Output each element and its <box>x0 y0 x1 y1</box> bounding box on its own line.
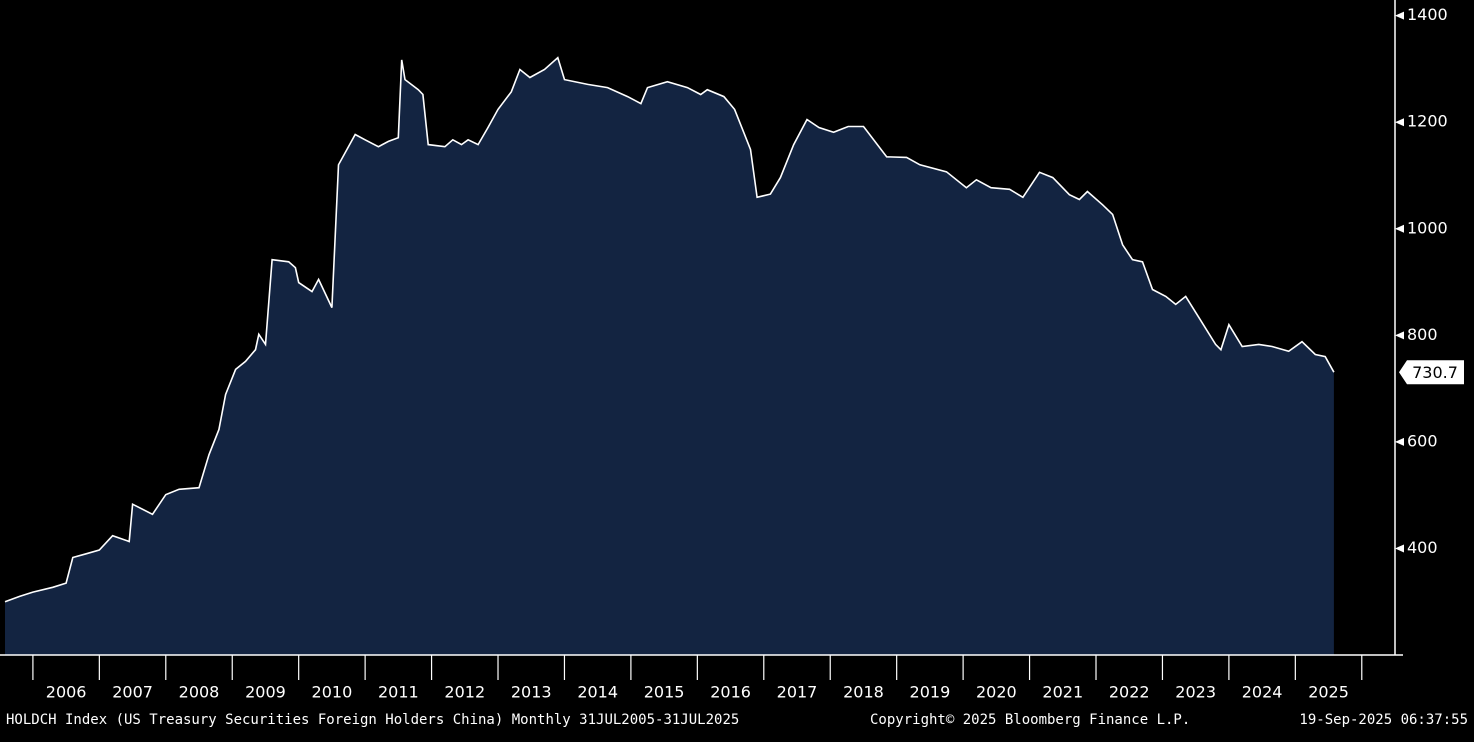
x-tick-label: 2025 <box>1308 683 1349 702</box>
x-tick-label: 2018 <box>843 683 884 702</box>
x-tick-label: 2011 <box>378 683 419 702</box>
last-value-tag <box>1399 360 1464 385</box>
y-tick <box>1395 331 1404 340</box>
y-tick-label: 600 <box>1407 431 1438 450</box>
y-tick <box>1395 224 1404 233</box>
x-tick-label: 2015 <box>644 683 685 702</box>
x-tick-label: 2020 <box>976 683 1017 702</box>
y-tick-label: 800 <box>1407 325 1438 344</box>
x-tick-label: 2012 <box>444 683 485 702</box>
x-tick-label: 2017 <box>777 683 818 702</box>
x-tick-label: 2021 <box>1042 683 1083 702</box>
area <box>5 57 1334 655</box>
y-tick-label: 1200 <box>1407 112 1448 131</box>
x-tick-label: 2007 <box>112 683 153 702</box>
x-tick-label: 2009 <box>245 683 286 702</box>
line <box>4 56 1335 603</box>
x-tick-label: 2010 <box>312 683 353 702</box>
x-tick-label: 2016 <box>710 683 751 702</box>
y-tick <box>1395 118 1404 127</box>
x-tick-label: 2013 <box>511 683 552 702</box>
source: HOLDCH Index (US Treasury Securities For… <box>6 712 739 728</box>
x-tick-label: 2006 <box>46 683 87 702</box>
x-tick-label: 2024 <box>1242 683 1283 702</box>
y-tick-label: 1000 <box>1407 218 1448 237</box>
x-tick-label: 2008 <box>179 683 220 702</box>
last-value-label: 730.7 <box>1412 363 1458 382</box>
x-tick-label: 2023 <box>1175 683 1216 702</box>
x-tick-label: 2014 <box>577 683 618 702</box>
timestamp: 19-Sep-2025 06:37:55 <box>1299 712 1468 728</box>
y-tick <box>1395 437 1404 446</box>
x-tick-label: 2019 <box>910 683 951 702</box>
y-tick-label: 1400 <box>1407 5 1448 24</box>
y-tick <box>1395 544 1404 553</box>
copyright: Copyright© 2025 Bloomberg Finance L.P. <box>870 712 1190 728</box>
y-tick <box>1395 11 1404 20</box>
y-tick-label: 400 <box>1407 538 1438 557</box>
x-tick-label: 2022 <box>1109 683 1150 702</box>
